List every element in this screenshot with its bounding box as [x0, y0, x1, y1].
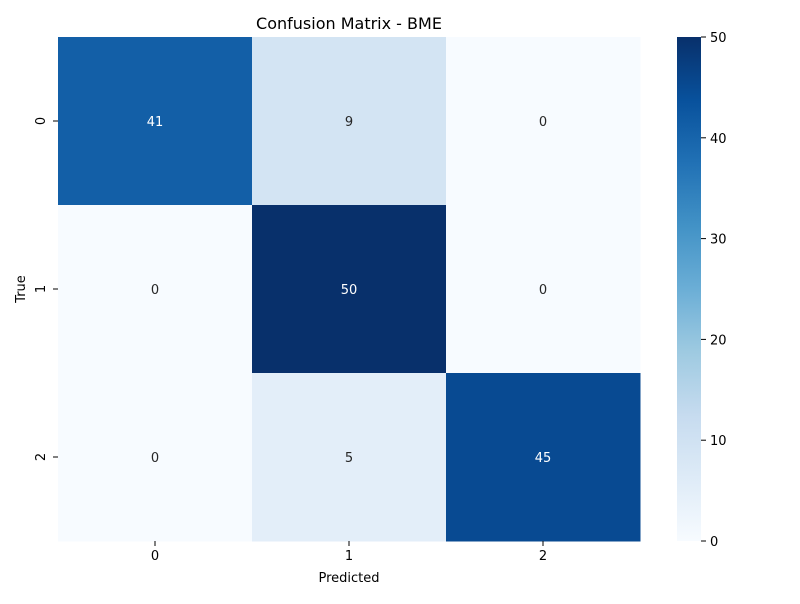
cell-value-label: 5: [345, 451, 353, 466]
x-axis-label: Predicted: [318, 571, 379, 586]
x-tick-label: 2: [539, 549, 547, 564]
heatmap-cells: [58, 37, 641, 542]
colorbar-tick-label: 50: [710, 31, 727, 46]
x-tick-label: 1: [345, 549, 353, 564]
cell-value-label: 9: [345, 115, 353, 130]
heatmap-cell: [446, 205, 641, 374]
cell-annotations: 41 9 0 0 50 0 0 5 45: [147, 115, 552, 466]
colorbar-tick-label: 40: [710, 132, 727, 147]
colorbar-tick-label: 0: [710, 535, 718, 550]
heatmap-cell: [446, 37, 641, 206]
heatmap-cell: [252, 373, 447, 542]
cell-value-label: 0: [151, 283, 159, 298]
heatmap-cell: [252, 37, 447, 206]
heatmap-cell: [58, 205, 253, 374]
y-tick-label: 0: [34, 117, 49, 125]
cell-value-label: 50: [341, 283, 358, 298]
colorbar-tick-label: 30: [710, 233, 727, 248]
colorbar-tick-label: 10: [710, 434, 727, 449]
heatmap-cell: [252, 205, 447, 374]
heatmap-cell: [446, 373, 641, 542]
colorbar-ticks: 0 10 20 30 40 50: [701, 31, 727, 550]
y-tick-label: 2: [34, 453, 49, 461]
chart-title: Confusion Matrix - BME: [256, 14, 442, 33]
colorbar: [677, 37, 701, 541]
x-tick-label: 0: [151, 549, 159, 564]
cell-value-label: 0: [539, 115, 547, 130]
y-axis-ticks: 0 1 2: [34, 117, 58, 461]
heatmap-cell: [58, 373, 253, 542]
cell-value-label: 45: [535, 451, 552, 466]
y-tick-label: 1: [34, 285, 49, 293]
y-axis-label: True: [14, 275, 29, 304]
cell-value-label: 0: [151, 451, 159, 466]
heatmap-cell: [58, 37, 253, 206]
cell-value-label: 41: [147, 115, 164, 130]
cell-value-label: 0: [539, 283, 547, 298]
colorbar-tick-label: 20: [710, 333, 727, 348]
x-axis-ticks: 0 1 2: [151, 541, 547, 564]
